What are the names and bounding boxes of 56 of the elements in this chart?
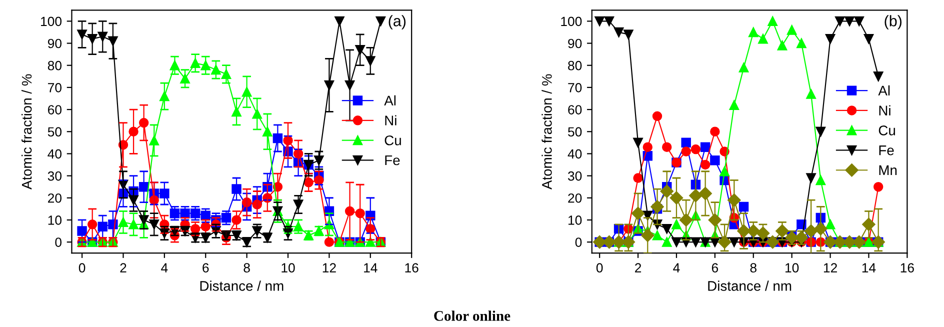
y-tick-label: 50 bbox=[48, 127, 62, 137]
y-tick-label: 20 bbox=[48, 193, 62, 203]
y-tick-label: 70 bbox=[568, 83, 582, 92]
x-tick-label: 16 bbox=[405, 263, 418, 273]
legend-label: Cu bbox=[878, 126, 895, 136]
x-tick-label: 12 bbox=[322, 263, 336, 272]
y-tick-label: 40 bbox=[48, 149, 62, 159]
x-tick-label: 10 bbox=[786, 263, 799, 273]
x-axis-title: Distance / nm bbox=[708, 280, 792, 291]
y-tick-label: 60 bbox=[568, 105, 582, 114]
annotation: (b) bbox=[884, 15, 902, 30]
y-tick-label: 0 bbox=[55, 238, 62, 247]
y-tick-label: 90 bbox=[568, 38, 582, 48]
legend-label: Al bbox=[878, 85, 890, 96]
x-tick-label: 0 bbox=[78, 263, 86, 273]
x-tick-label: 2 bbox=[120, 263, 126, 272]
y-tick-label: 40 bbox=[568, 149, 582, 159]
y-tick-label: 100 bbox=[41, 16, 62, 26]
x-tick-label: 6 bbox=[712, 263, 718, 273]
x-tick-label: 10 bbox=[282, 263, 295, 273]
legend-label: Mn bbox=[879, 165, 897, 175]
y-tick-label: 80 bbox=[568, 60, 582, 70]
y-tick-label: 10 bbox=[568, 216, 582, 225]
y-tick-label: 60 bbox=[48, 105, 62, 114]
x-tick-label: 8 bbox=[244, 263, 250, 273]
legend-label: Cu bbox=[384, 135, 401, 146]
y-tick-label: 30 bbox=[48, 171, 62, 181]
y-tick-label: 70 bbox=[48, 83, 62, 92]
x-tick-label: 4 bbox=[673, 263, 680, 272]
y-tick-label: 90 bbox=[48, 38, 62, 48]
y-tick-label: 80 bbox=[48, 60, 62, 70]
x-tick-label: 6 bbox=[202, 263, 209, 273]
x-tick-label: 16 bbox=[900, 263, 914, 273]
y-axis-title: Atomic fraction / % bbox=[22, 74, 32, 190]
x-tick-label: 12 bbox=[824, 263, 837, 272]
x-tick-label: 4 bbox=[161, 263, 168, 272]
x-tick-label: 0 bbox=[596, 263, 603, 273]
legend-label: Fe bbox=[879, 146, 894, 156]
y-tick-label: 10 bbox=[48, 216, 62, 225]
y-tick-label: 100 bbox=[561, 16, 582, 26]
x-axis-title: Distance / nm bbox=[200, 280, 284, 291]
annotation: (a) bbox=[388, 15, 406, 30]
text: Color online bbox=[434, 310, 510, 321]
y-tick-label: 20 bbox=[568, 193, 582, 203]
y-tick-label: 30 bbox=[568, 171, 582, 181]
y-tick-label: 0 bbox=[575, 238, 582, 247]
x-tick-label: 2 bbox=[635, 263, 642, 272]
legend-label: Ni bbox=[879, 105, 890, 116]
x-tick-label: 14 bbox=[862, 263, 876, 272]
y-axis-title: Atomic fraction / % bbox=[542, 74, 552, 190]
x-tick-label: 8 bbox=[750, 263, 756, 273]
y-tick-label: 50 bbox=[568, 127, 582, 137]
x-tick-label: 14 bbox=[364, 263, 378, 272]
legend-label: Fe bbox=[385, 155, 400, 166]
legend-label: Al bbox=[384, 95, 396, 106]
legend-label: Ni bbox=[385, 115, 396, 126]
